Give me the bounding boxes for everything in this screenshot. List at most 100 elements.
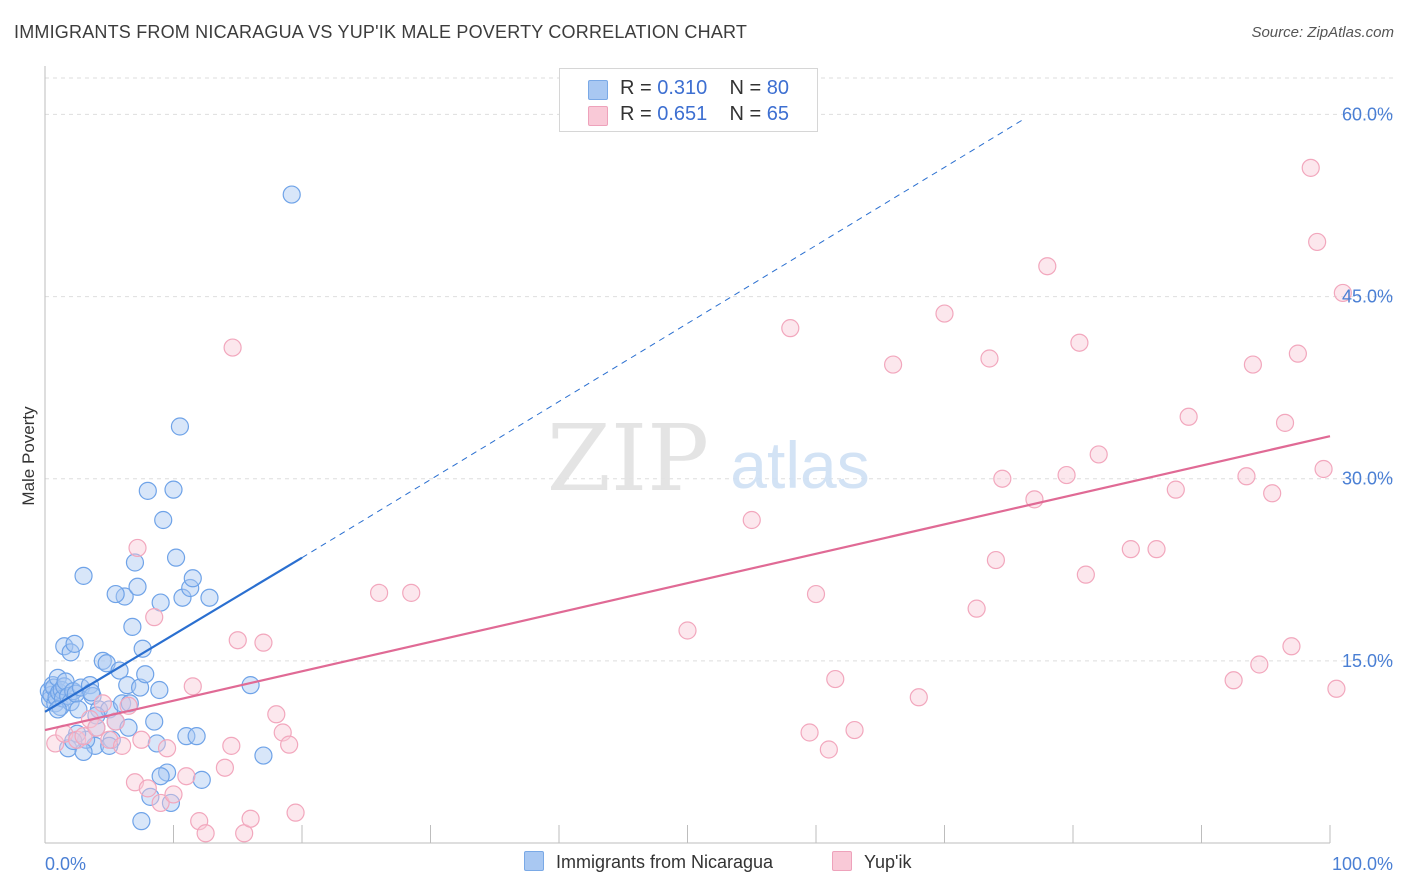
nicaragua-point — [150, 680, 169, 700]
yupik-point — [1308, 232, 1327, 252]
yupik-point — [93, 694, 112, 713]
yupik-point — [883, 355, 903, 374]
nicaragua-point — [192, 770, 211, 789]
watermark-zip: ZIP — [547, 405, 709, 512]
yupik-point — [145, 608, 164, 627]
yupik-point — [826, 669, 845, 689]
grid-lines — [45, 77, 1394, 662]
yupik-point — [1057, 465, 1076, 485]
yupik-point — [1089, 445, 1108, 464]
legend-n-label: N = — [729, 77, 762, 99]
legend-r-label: R = — [620, 103, 652, 125]
nicaragua-point — [166, 548, 186, 567]
nicaragua-point — [132, 812, 151, 831]
yupik-point — [1147, 540, 1166, 559]
source-attribution: Source: ZipAtlas.com — [1251, 24, 1394, 41]
nicaragua-point — [170, 417, 190, 436]
data-points — [39, 158, 1352, 843]
yupik-point — [87, 718, 106, 737]
yupik-point — [267, 705, 286, 724]
nicaragua-point — [164, 480, 183, 499]
y-tick-label: 30.0% — [1342, 469, 1393, 489]
nicaragua-point — [254, 746, 273, 765]
nicaragua-point — [147, 734, 166, 753]
yupik-point — [223, 338, 242, 357]
nicaragua-point — [282, 185, 301, 204]
x-tick-label: 100.0% — [1332, 854, 1393, 874]
yupik-point — [1288, 344, 1307, 363]
yupik-point — [1333, 283, 1352, 303]
nicaragua-point — [138, 481, 157, 500]
yupik-point — [157, 739, 177, 758]
nicaragua-point — [173, 588, 192, 607]
yupik-point — [132, 730, 151, 749]
yupik-point — [370, 583, 389, 602]
yupik-point — [177, 767, 196, 786]
nicaragua-point — [56, 672, 75, 691]
nicaragua-point — [136, 665, 155, 684]
yupik-point — [800, 723, 819, 742]
nicaragua-point — [125, 553, 145, 572]
yupik-point — [151, 793, 170, 813]
nicaragua-point — [100, 736, 119, 755]
nicaragua-point — [69, 700, 88, 719]
nicaragua-point — [110, 661, 129, 680]
legend-n-value: 65 — [766, 103, 790, 125]
legend-r-value: 0.651 — [657, 103, 708, 125]
yupik-point — [742, 510, 761, 530]
yupik-point — [1314, 459, 1333, 479]
chart-title: IMMIGRANTS FROM NICARAGUA VS YUP'IK MALE… — [14, 22, 748, 42]
yupik-trend-line — [44, 435, 1331, 732]
trend-lines — [44, 120, 1331, 732]
yupik-point — [967, 599, 986, 618]
yupik-point — [164, 785, 183, 804]
axes — [44, 66, 1331, 844]
yupik-point — [196, 824, 215, 843]
yupik-point — [980, 349, 999, 368]
yupik-point — [1121, 540, 1140, 559]
bottom-legend-label-nicaragua: Immigrants from Nicaragua — [556, 852, 774, 872]
yupik-point — [1224, 671, 1243, 690]
nicaragua-point — [123, 617, 142, 636]
yupik-point — [254, 633, 273, 652]
nicaragua-point — [130, 678, 150, 697]
y-tick-label: 45.0% — [1342, 287, 1393, 307]
nicaragua-point — [187, 727, 206, 746]
legend-swatch-nicaragua — [588, 80, 608, 100]
yupik-point — [286, 803, 305, 822]
legend-n-value: 80 — [766, 77, 790, 99]
yupik-point — [1243, 355, 1263, 374]
nicaragua-point — [183, 569, 202, 588]
yupik-point — [280, 735, 299, 754]
yupik-point — [138, 779, 157, 798]
nicaragua-point — [177, 727, 196, 746]
yupik-point — [1327, 679, 1346, 698]
yupik-point — [1076, 565, 1095, 584]
yupik-point — [1166, 480, 1185, 499]
nicaragua-point — [106, 584, 125, 604]
nicaragua-point — [74, 566, 93, 585]
tick-labels: 15.0% 30.0% 45.0% 60.0% 0.0% 100.0% — [45, 104, 1393, 874]
nicaragua-point — [151, 767, 170, 786]
yupik-point — [183, 677, 202, 696]
watermark: ZIP atlas — [547, 405, 870, 512]
yupik-point — [781, 319, 800, 338]
yupik-point — [1263, 484, 1282, 503]
yupik-point — [222, 736, 241, 755]
yupik-point — [112, 736, 132, 755]
yupik-point — [1301, 158, 1320, 177]
yupik-point — [986, 550, 1006, 570]
yupik-point — [806, 584, 826, 604]
y-tick-label: 15.0% — [1342, 651, 1393, 671]
yupik-point — [402, 583, 421, 602]
legend-swatch-yupik — [588, 106, 608, 126]
bottom-legend-yupik: Yup'ik — [832, 851, 911, 873]
yupik-point — [1282, 637, 1301, 656]
yupik-point — [993, 469, 1012, 488]
yupik-point — [1275, 413, 1295, 432]
yupik-point — [909, 688, 928, 707]
nicaragua-point — [61, 643, 80, 662]
yupik-point — [74, 727, 93, 746]
nicaragua-trend-line — [44, 556, 303, 713]
nicaragua-point — [128, 577, 147, 596]
